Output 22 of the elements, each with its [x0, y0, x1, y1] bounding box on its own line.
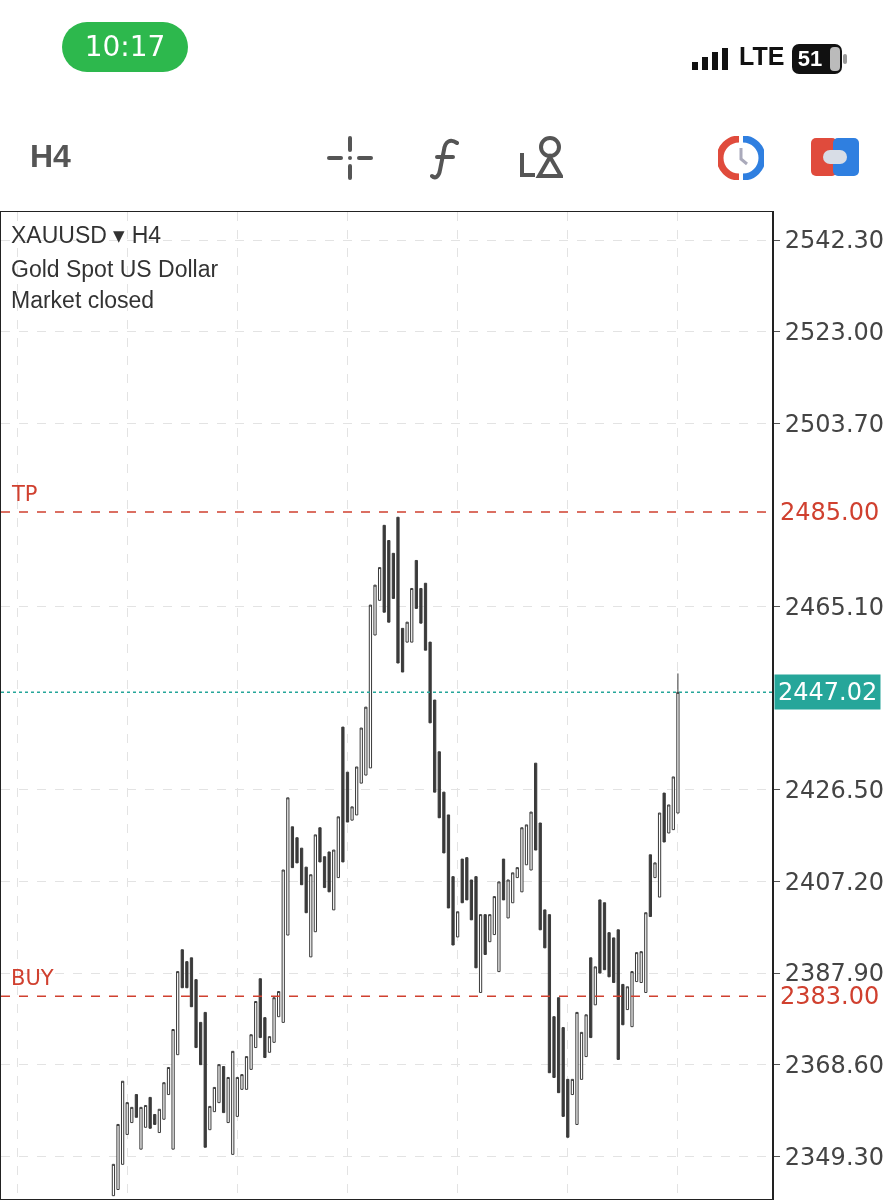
- candlestick: [575, 1011, 579, 1125]
- text: H4: [30, 138, 71, 175]
- text: 51: [796, 45, 824, 73]
- annotation: BUY: [11, 966, 54, 990]
- y-tick-label: 2465.10: [784, 592, 885, 621]
- y-tick-label: 2503.70: [784, 409, 885, 438]
- y-tick-label: 2523.00: [784, 318, 885, 347]
- candlestick: [520, 827, 524, 893]
- y-tick-label: 2426.50: [784, 776, 885, 805]
- time-badge: 10:17: [62, 22, 188, 72]
- ref-line-label: 2447.02: [778, 678, 878, 706]
- annotation: TP: [11, 482, 38, 506]
- ref-line-label: 2485.00: [780, 498, 880, 526]
- y-tick-label: 2542.30: [784, 226, 885, 255]
- chart-title: XAUUSD ▾ H4: [11, 222, 162, 248]
- text: Gold Spot US Dollar: [11, 256, 219, 282]
- ref-line-label: 2383.00: [780, 982, 880, 1010]
- y-tick-label: 2349.30: [784, 1142, 885, 1171]
- text: LTE: [739, 42, 785, 71]
- annotation: Market closed: [11, 287, 155, 313]
- y-tick-label: 2368.60: [784, 1051, 885, 1080]
- y-tick-label: 2407.20: [784, 867, 885, 896]
